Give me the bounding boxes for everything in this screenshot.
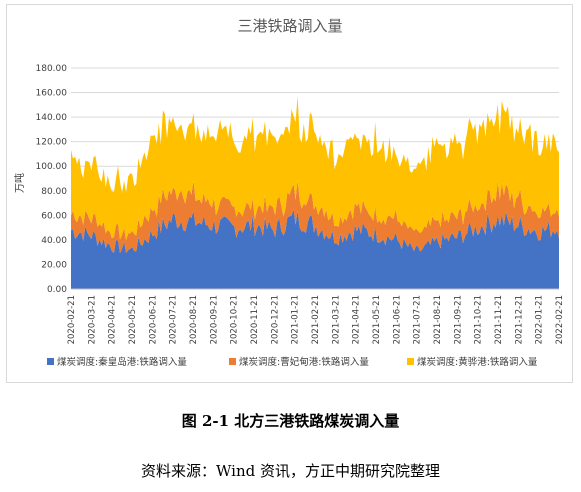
x-tick-label: 2020-12-21 — [270, 295, 280, 344]
x-tick-label: 2020-07-21 — [169, 295, 179, 344]
y-tick-label: 180.00 — [36, 64, 68, 74]
legend-label-1: 煤炭调度:秦皇岛港:铁路调入量 — [57, 356, 187, 368]
x-tick-label: 2020-06-21 — [148, 295, 158, 344]
x-tick-label: 2021-08-21 — [433, 295, 443, 344]
x-tick-label: 2020-05-21 — [128, 295, 138, 344]
x-tick-label: 2022-02-21 — [555, 295, 565, 344]
area-series-1 — [71, 209, 559, 289]
x-tick-label: 2022-01-21 — [535, 295, 545, 344]
y-tick-label: 40.00 — [41, 236, 67, 246]
axes: 0.00 20.00 40.00 60.00 80.00 100.00 120.00 140.… — [36, 64, 566, 344]
x-tick-label: 2021-06-21 — [392, 295, 402, 344]
y-tick-label: 80.00 — [41, 187, 67, 197]
legend-swatch-3 — [407, 358, 414, 365]
figure-caption: 图 2-1 北方三港铁路煤炭调入量 — [181, 412, 400, 430]
x-tick-label: 2021-09-21 — [453, 295, 463, 344]
x-tick-label: 2020-02-21 — [67, 295, 77, 344]
x-tick-label: 2021-05-21 — [372, 295, 382, 344]
area-series-2 — [71, 179, 559, 254]
x-tick-label: 2020-08-21 — [189, 295, 199, 344]
chart-container: 三港铁路调入量 0.00 20.00 40.00 60.00 80.00 100.00 12… — [6, 4, 573, 383]
y-tick-label: 140.00 — [36, 113, 68, 123]
y-tick-label: 100.00 — [36, 162, 68, 172]
x-tick-label: 2020-04-21 — [108, 295, 118, 344]
x-tick-label: 2021-03-21 — [331, 295, 341, 344]
area-series — [71, 95, 559, 289]
x-tick-label: 2021-10-21 — [474, 295, 484, 344]
y-tick-label: 160.00 — [36, 89, 68, 99]
x-tick-label: 2020-09-21 — [209, 295, 219, 344]
x-tick-label: 2021-02-21 — [311, 295, 321, 344]
y-tick-label: 0.00 — [47, 285, 67, 295]
x-tick-label: 2020-10-21 — [230, 295, 240, 344]
legend: 煤炭调度:秦皇岛港:铁路调入量 煤炭调度:曹妃甸港:铁路调入量 煤炭调度:黄骅港:铁… — [47, 356, 538, 368]
x-tick-label: 2021-12-21 — [514, 295, 524, 344]
y-tick-label: 20.00 — [41, 260, 67, 270]
source-note: 资料来源：Wind 资讯，方正中期研究院整理 — [141, 462, 440, 480]
x-tick-label: 2021-07-21 — [413, 295, 423, 344]
y-tick-label: 120.00 — [36, 138, 68, 148]
x-tick-label: 2021-04-21 — [352, 295, 362, 344]
legend-label-2: 煤炭调度:曹妃甸港:铁路调入量 — [239, 356, 369, 368]
chart-title: 三港铁路调入量 — [237, 17, 342, 35]
legend-swatch-2 — [229, 358, 236, 365]
x-tick-label: 2021-01-21 — [291, 295, 301, 344]
x-tick-label: 2020-11-21 — [250, 295, 260, 344]
y-tick-label: 60.00 — [41, 211, 67, 221]
x-tick-label: 2020-03-21 — [87, 295, 97, 344]
legend-label-3: 煤炭调度:黄骅港:铁路调入量 — [417, 356, 538, 368]
stacked-area-chart: 三港铁路调入量 0.00 20.00 40.00 60.00 80.00 100.00 12… — [13, 17, 566, 368]
legend-swatch-1 — [47, 358, 54, 365]
area-series-3 — [71, 95, 559, 241]
y-axis-label: 万吨 — [13, 173, 26, 193]
x-tick-label: 2021-11-21 — [494, 295, 504, 344]
